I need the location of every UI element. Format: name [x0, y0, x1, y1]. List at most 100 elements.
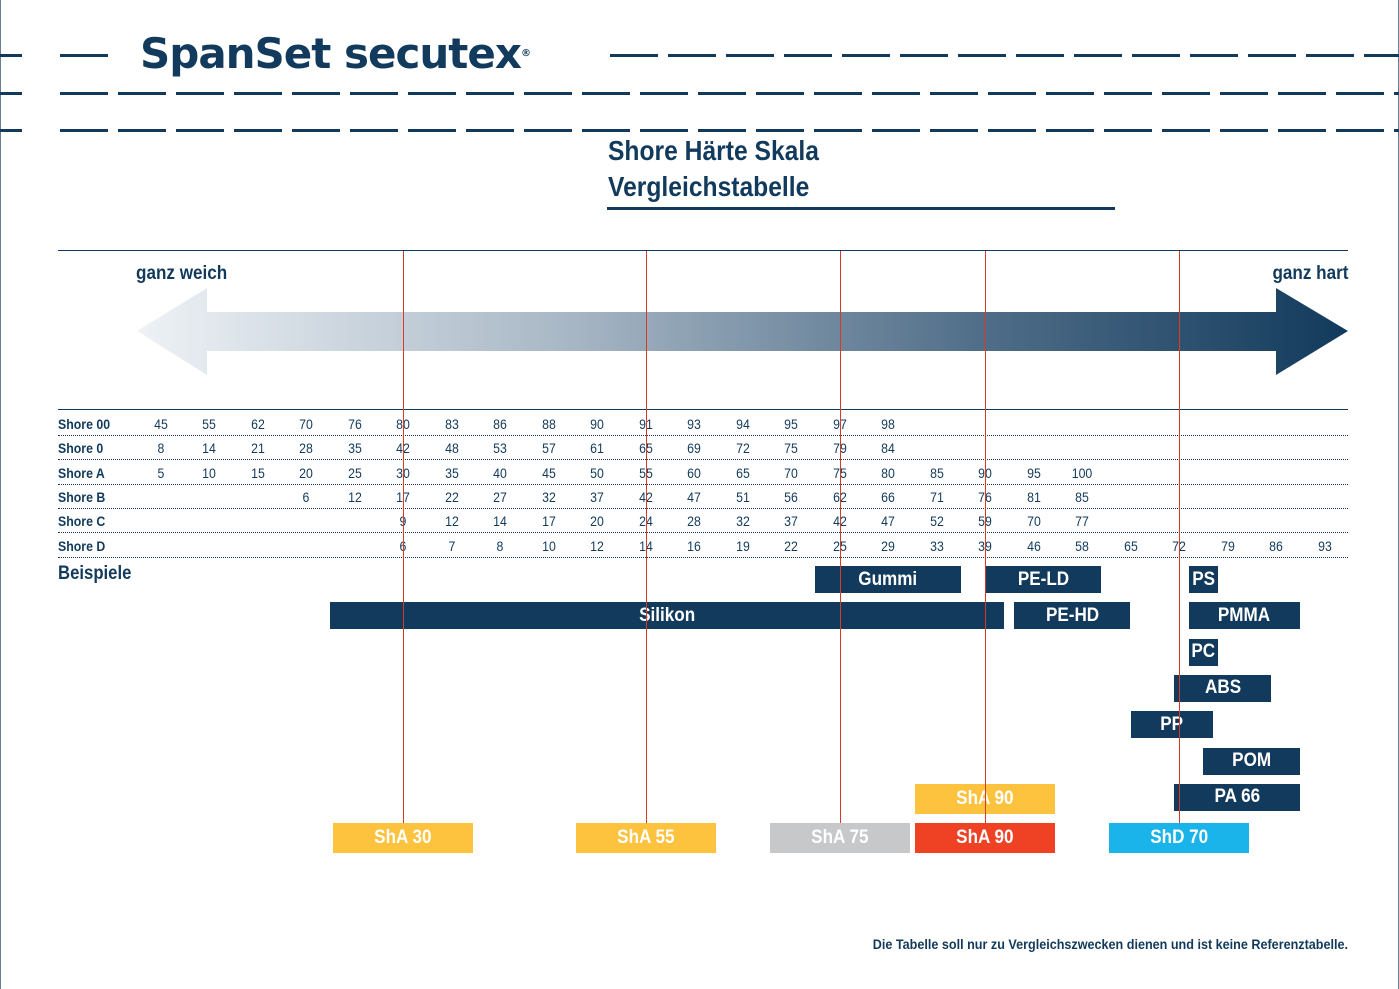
header-dash	[1046, 92, 1094, 95]
table-cell: 9	[385, 512, 420, 530]
footnote: Die Tabelle soll nur zu Vergleichszwecke…	[872, 936, 1348, 952]
table-cell: 95	[784, 416, 798, 432]
material-bar: PC	[1188, 638, 1218, 666]
page-subtitle: Vergleichstabelle	[608, 171, 810, 202]
table-cell: 79	[822, 439, 857, 457]
table-cell: 90	[590, 416, 604, 432]
material-bar-label: ABS	[1204, 677, 1241, 699]
header-dash	[930, 92, 978, 95]
header-dash	[350, 129, 398, 132]
table-cell: 72	[735, 440, 750, 457]
header-dash	[234, 129, 282, 132]
table-cell: 70	[299, 416, 313, 432]
header-dash	[60, 129, 108, 132]
header-dash	[234, 92, 282, 95]
header-dash	[1132, 54, 1180, 57]
header-dash	[988, 92, 1036, 95]
header-dash	[292, 129, 340, 132]
table-cell: 72	[1161, 537, 1196, 555]
header-dash	[988, 129, 1036, 132]
table-cell: 25	[347, 464, 362, 481]
table-cell: 14	[628, 537, 663, 555]
table-cell: 95	[1026, 464, 1041, 481]
table-cell: 77	[1075, 513, 1089, 530]
table-cell: 35	[347, 440, 362, 457]
table-cell: 14	[202, 440, 216, 457]
table-cell: 55	[202, 416, 216, 432]
reference-line	[985, 251, 986, 823]
header-dash	[466, 129, 514, 132]
table-cell: 22	[784, 537, 798, 554]
page-frame-left	[0, 0, 1, 989]
page-title: Shore Härte Skala	[608, 135, 819, 166]
table-cell: 53	[493, 440, 507, 457]
header-dash	[1220, 129, 1268, 132]
table-cell: 29	[881, 537, 895, 554]
table-cell: 50	[590, 464, 604, 481]
material-bar-label: PS	[1191, 568, 1215, 590]
material-bar: PE-LD	[985, 566, 1102, 593]
reference-sample-label: ShD 70	[1150, 827, 1208, 848]
header-dash	[118, 129, 166, 132]
header-dash	[958, 54, 1006, 57]
table-cell: 93	[687, 416, 701, 432]
hard-label: ganz hart	[1271, 263, 1348, 284]
reference-sample: ShA 30	[333, 823, 473, 853]
row-divider	[58, 532, 1348, 534]
material-bar-label: PE-LD	[1017, 568, 1069, 590]
table-cell: 42	[385, 439, 420, 457]
table-cell: 79	[1220, 537, 1235, 554]
table-top-rule	[58, 409, 1348, 410]
material-bar-label: PC	[1191, 641, 1216, 663]
header-dash	[668, 54, 716, 57]
table-cell: 70	[784, 464, 798, 481]
row-label: Shore A	[58, 464, 105, 481]
row-label: Shore D	[58, 537, 106, 554]
header-dash	[1190, 54, 1238, 57]
table-cell: 5	[157, 464, 164, 481]
reference-sample-label: ShA 55	[616, 827, 675, 848]
table-cell: 61	[590, 440, 604, 457]
hardness-arrow-shape	[137, 288, 1348, 375]
table-cell: 17	[385, 488, 420, 506]
table-cell: 84	[881, 440, 895, 457]
table-cell: 69	[687, 440, 701, 457]
table-cell: 28	[299, 440, 313, 457]
header-dash	[524, 92, 572, 95]
hardness-arrow	[137, 288, 1348, 375]
header-dash	[176, 92, 224, 95]
table-cell: 94	[735, 416, 750, 432]
table-cell: 17	[541, 513, 556, 530]
table-cell: 30	[385, 464, 420, 482]
table-cell: 42	[628, 488, 663, 506]
table-cell: 6	[302, 488, 310, 505]
table-cell: 12	[347, 488, 362, 505]
header-dash	[1104, 92, 1152, 95]
row-divider	[58, 459, 1348, 461]
table-cell: 66	[881, 488, 895, 505]
material-bar: PS	[1188, 566, 1218, 593]
table-cell: 33	[929, 537, 944, 554]
header-dash	[814, 129, 862, 132]
table-cell: 98	[881, 416, 895, 432]
row-divider	[58, 483, 1348, 485]
table-cell: 12	[444, 513, 459, 530]
header-dash	[524, 129, 572, 132]
material-bar: PP	[1130, 711, 1213, 739]
header-dash	[0, 54, 22, 57]
material-bar-label: PE-HD	[1045, 604, 1099, 626]
table-cell: 83	[444, 416, 459, 432]
reference-sample: ShD 70	[1109, 823, 1249, 853]
table-cell: 86	[1269, 537, 1283, 554]
table-cell: 8	[157, 440, 164, 457]
header-dash	[408, 129, 456, 132]
material-bar: POM	[1203, 747, 1301, 775]
row-label: Shore 00	[58, 416, 111, 432]
reference-sample-label: ShA 90	[956, 827, 1014, 848]
header-dash	[1394, 129, 1399, 132]
table-cell: 46	[1026, 537, 1041, 554]
table-cell: 51	[735, 488, 750, 505]
table-cell: 65	[628, 439, 663, 457]
table-cell: 57	[541, 440, 556, 457]
header-dash	[292, 92, 340, 95]
